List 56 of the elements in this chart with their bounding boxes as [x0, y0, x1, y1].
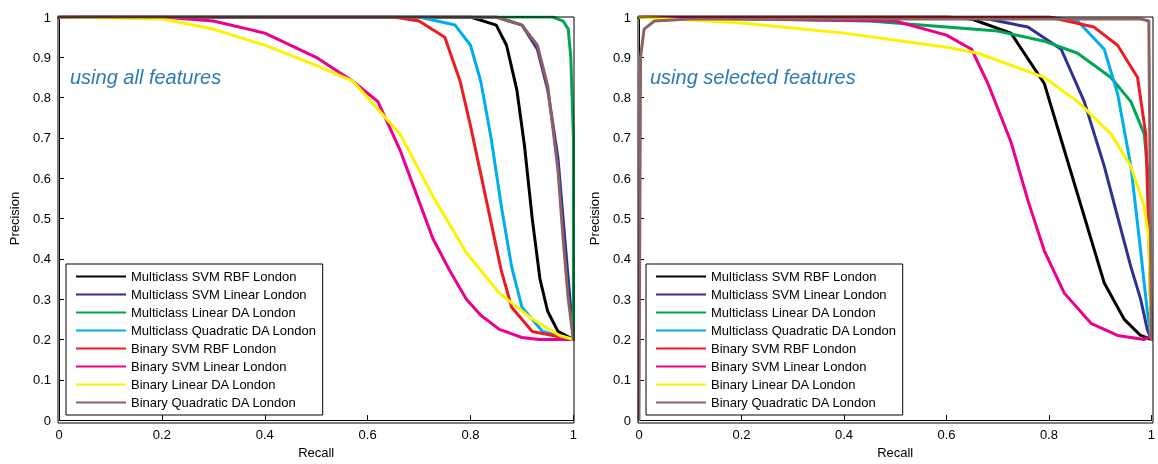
legend-label: Binary SVM Linear London	[131, 359, 287, 374]
x-tick-label: 0.8	[1039, 427, 1058, 443]
legend-label: Binary Quadratic DA London	[711, 395, 876, 410]
y-tick-label: 0.7	[612, 130, 631, 146]
legend-label: Binary Linear DA London	[711, 377, 856, 392]
y-tick-label: 0.7	[32, 130, 51, 146]
legend-label: Multiclass Quadratic DA London	[711, 323, 896, 338]
x-tick-label: 0.4	[834, 427, 853, 443]
x-tick-label: 1	[569, 427, 577, 443]
y-tick-label: 0.1	[32, 372, 51, 388]
y-tick-label: 0.9	[612, 49, 631, 65]
y-tick-label: 0	[623, 412, 631, 428]
x-tick-label: 0.6	[937, 427, 956, 443]
y-tick-label: 0.3	[612, 291, 631, 307]
y-tick-label: 0.5	[32, 211, 51, 227]
x-tick-label: 0.2	[152, 427, 171, 443]
y-tick-label: 0.3	[32, 291, 51, 307]
y-tick-label: 1	[623, 9, 631, 25]
x-axis-title: Recall	[877, 445, 914, 460]
x-tick-label: 1	[1147, 427, 1155, 443]
x-axis-title: Recall	[298, 445, 335, 460]
legend-label: Multiclass SVM Linear London	[131, 287, 307, 302]
legend-label: Multiclass Linear DA London	[711, 305, 876, 320]
y-tick-label: 0.5	[612, 211, 631, 227]
y-tick-label: 0	[43, 412, 51, 428]
y-tick-label: 0.4	[612, 251, 631, 267]
legend-label: Binary SVM RBF London	[131, 341, 277, 356]
legend-label: Multiclass Linear DA London	[131, 305, 296, 320]
legend-label: Multiclass SVM RBF London	[131, 269, 297, 284]
y-axis-title: Precision	[587, 191, 602, 246]
x-tick-label: 0	[55, 427, 63, 443]
y-tick-label: 0.8	[32, 90, 51, 106]
legend-label: Binary SVM RBF London	[711, 341, 857, 356]
y-tick-label: 0.6	[612, 170, 631, 186]
legend-label: Binary SVM Linear London	[711, 359, 867, 374]
x-tick-label: 0.8	[461, 427, 480, 443]
y-tick-label: 0.1	[612, 372, 631, 388]
legend-label: Multiclass SVM RBF London	[711, 269, 877, 284]
legend-label: Binary Linear DA London	[131, 377, 276, 392]
y-tick-label: 0.2	[32, 331, 51, 347]
y-axis-title: Precision	[7, 191, 22, 246]
x-tick-label: 0.4	[255, 427, 274, 443]
legend-label: Multiclass Quadratic DA London	[131, 323, 316, 338]
x-tick-label: 0.6	[358, 427, 377, 443]
annotation: using selected features	[650, 66, 856, 88]
legend-label: Multiclass SVM Linear London	[711, 287, 887, 302]
y-tick-label: 0.9	[32, 49, 51, 65]
annotation: using all features	[70, 66, 222, 88]
x-tick-label: 0	[635, 427, 643, 443]
y-tick-label: 0.2	[612, 331, 631, 347]
x-tick-label: 0.2	[732, 427, 751, 443]
y-tick-label: 1	[43, 9, 51, 25]
legend-label: Binary Quadratic DA London	[131, 395, 296, 410]
y-tick-label: 0.4	[32, 251, 51, 267]
y-tick-label: 0.6	[32, 170, 51, 186]
y-tick-label: 0.8	[612, 90, 631, 106]
